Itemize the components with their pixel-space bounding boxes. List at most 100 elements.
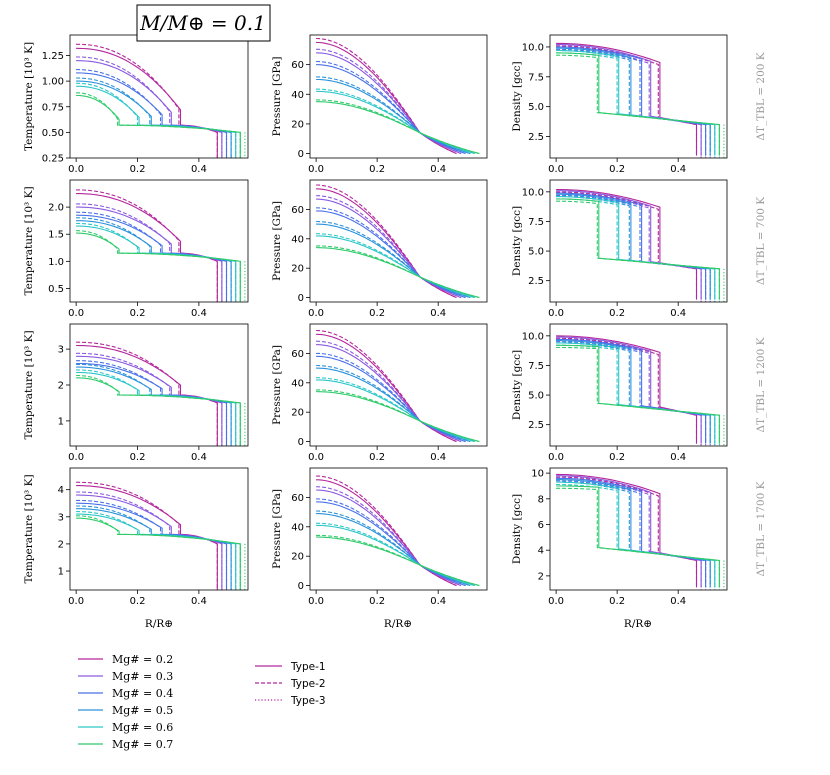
y-tick-label: 20 xyxy=(291,408,304,419)
x-tick-label: 0.0 xyxy=(548,452,564,463)
line-temperature-mg-0.6-type-2 xyxy=(76,369,237,446)
line-pressure-mg-0.7-type-2 xyxy=(316,534,480,587)
line-density-mg-0.6-type-1 xyxy=(556,342,716,444)
y-tick-label: 0 xyxy=(298,581,304,592)
line-density-mg-0.2-type-2 xyxy=(556,476,698,588)
y-tick-label: 1.25 xyxy=(42,51,64,62)
y-tick-label: 2.5 xyxy=(528,132,544,143)
line-pressure-mg-0.3-type-2 xyxy=(316,340,462,443)
line-pressure-mg-0.4-type-2 xyxy=(316,498,466,587)
y-tick-label: 20 xyxy=(291,119,304,130)
line-density-mg-0.2-type-1 xyxy=(556,42,698,156)
line-temperature-mg-0.2-type-2 xyxy=(76,43,218,158)
line-density-mg-0.7-type-1 xyxy=(556,485,720,588)
y-tick-label: 1.00 xyxy=(42,77,64,88)
y-tick-label: 2 xyxy=(58,381,64,392)
line-density-mg-0.3-type-1 xyxy=(556,44,702,156)
x-tick-label: 0.4 xyxy=(670,452,686,463)
line-pressure-mg-0.3-type-2 xyxy=(316,486,462,587)
x-tick-label: 0.2 xyxy=(609,308,625,319)
x-tick-label: 0.0 xyxy=(68,452,84,463)
line-density-mg-0.7-type-1 xyxy=(556,52,720,156)
legend-label-mg-1: Mg# = 0.2 xyxy=(112,653,173,666)
y-tick-label: 7.5 xyxy=(528,217,544,228)
y-tick-label: 0 xyxy=(298,437,304,448)
y-tick-label: 6 xyxy=(538,520,544,531)
row-label-4: ΔT_TBL = 1700 K xyxy=(755,481,767,576)
y-tick-label: 0 xyxy=(298,149,304,160)
x-tick-label: 0.0 xyxy=(308,452,324,463)
title-text: M/M⊕ = 0.1 xyxy=(139,11,266,35)
panel-temperature-row-1: 0.0 0.2 0.4 0.25 0.50 0.75 1.00 1.25 Temperature… xyxy=(23,34,249,175)
line-density-mg-0.7-type-2 xyxy=(556,200,720,300)
line-temperature-mg-0.4-type-2 xyxy=(76,69,228,158)
y-label-density: Density [gcc] xyxy=(511,494,523,564)
line-density-mg-0.6-type-2 xyxy=(556,483,716,588)
line-temperature-mg-0.4-type-2 xyxy=(76,499,228,590)
y-tick-label: 1 xyxy=(58,416,64,427)
axes-frame xyxy=(309,323,488,447)
row-label-3: ΔT_TBL = 1200 K xyxy=(755,337,767,432)
y-label-pressure: Pressure [GPa] xyxy=(271,201,283,281)
line-density-mg-0.7-type-2 xyxy=(556,54,720,156)
title-frame xyxy=(136,4,271,42)
line-temperature-mg-0.5-type-1 xyxy=(76,366,232,446)
line-pressure-mg-0.3-type-1 xyxy=(316,198,462,299)
y-tick-label: 10 xyxy=(531,469,544,480)
line-density-mg-0.6-type-2 xyxy=(556,344,716,444)
series-lines xyxy=(316,184,480,299)
line-pressure-mg-0.2-type-2 xyxy=(316,184,457,299)
line-pressure-mg-0.6-type-1 xyxy=(316,90,475,155)
y-label-temperature: Temperature [10³ K] xyxy=(23,474,35,583)
y-tick-label: 10.0 xyxy=(522,42,544,53)
y-tick-label: 4 xyxy=(538,546,544,557)
series-lines xyxy=(76,481,246,590)
line-density-mg-0.7-type-1 xyxy=(556,198,720,300)
line-density-mg-0.3-type-1 xyxy=(556,336,702,444)
y-tick-label: 60 xyxy=(291,349,304,360)
series-lines xyxy=(316,475,480,587)
line-temperature-mg-0.5-type-1 xyxy=(76,508,232,590)
x-tick-label: 0.4 xyxy=(191,308,207,319)
line-pressure-mg-0.6-type-2 xyxy=(316,522,475,587)
line-density-mg-0.6-type-1 xyxy=(556,196,716,300)
y-label-pressure: Pressure [GPa] xyxy=(271,57,283,137)
line-temperature-mg-0.3-type-2 xyxy=(76,352,223,446)
line-density-mg-0.2-type-2 xyxy=(556,191,698,300)
y-tick-label: 2.0 xyxy=(48,203,64,214)
panel-pressure-row-1: 0.0 0.2 0.4 0 20 40 60 Pressure [GPa] xyxy=(271,34,488,175)
line-temperature-mg-0.7-type-1 xyxy=(76,94,241,158)
line-density-mg-0.5-type-2 xyxy=(556,481,711,588)
x-axis-labels: R/R⊕ R/R⊕ R/R⊕ xyxy=(145,618,652,630)
x-tick-label: 0.4 xyxy=(430,596,446,607)
line-pressure-mg-0.2-type-2 xyxy=(316,329,457,443)
line-pressure-mg-0.3-type-1 xyxy=(316,489,462,587)
y-tick-label: 0.50 xyxy=(42,128,64,139)
row-label-2: ΔT_TBL = 700 K xyxy=(755,197,767,285)
line-pressure-mg-0.7-type-2 xyxy=(316,99,480,155)
axes-frame xyxy=(309,467,488,591)
line-temperature-mg-0.3-type-2 xyxy=(76,56,223,158)
line-pressure-mg-0.6-type-2 xyxy=(316,377,475,443)
x-label-temperature: R/R⊕ xyxy=(145,618,173,630)
y-tick-label: 5.0 xyxy=(528,247,544,258)
x-tick-label: 0.0 xyxy=(548,308,564,319)
y-label-density: Density [gcc] xyxy=(511,61,523,131)
line-temperature-mg-0.3-type-1 xyxy=(76,355,223,446)
line-density-mg-0.3-type-2 xyxy=(556,46,702,156)
y-tick-label: 0.75 xyxy=(42,102,64,113)
y-tick-label: 3 xyxy=(58,512,64,523)
line-temperature-mg-0.2-type-2 xyxy=(76,341,218,446)
y-label-temperature: Temperature [10³ K] xyxy=(23,330,35,439)
x-tick-label: 0.4 xyxy=(191,596,207,607)
series-lines xyxy=(76,189,246,302)
line-pressure-mg-0.6-type-1 xyxy=(316,235,475,299)
x-tick-label: 0.0 xyxy=(548,164,564,175)
line-temperature-mg-0.7-type-2 xyxy=(76,230,241,302)
line-temperature-mg-0.2-type-2 xyxy=(76,481,218,590)
legend-label-mg-6: Mg# = 0.7 xyxy=(112,738,173,751)
y-label-pressure: Pressure [GPa] xyxy=(271,345,283,425)
y-tick-label: 40 xyxy=(291,90,304,101)
x-tick-label: 0.4 xyxy=(670,164,686,175)
